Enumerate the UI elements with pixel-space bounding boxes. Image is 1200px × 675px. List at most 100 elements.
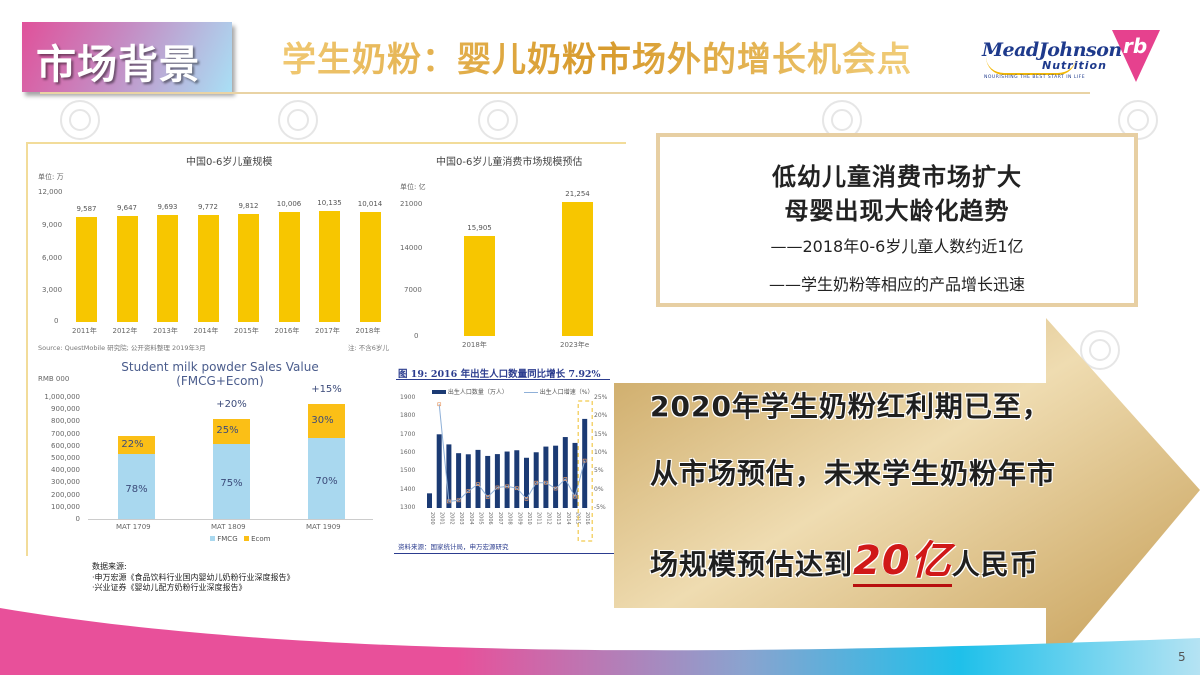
- x-tick-label: 2013年: [153, 327, 178, 335]
- svg-text:2009: 2009: [516, 512, 522, 525]
- fmcg-segment: [308, 438, 345, 519]
- x-tick-label: 2012年: [112, 327, 138, 335]
- y-left-tick-label: 1600: [400, 449, 416, 456]
- bar: [359, 211, 381, 322]
- y-tick-label: 600,000: [51, 441, 80, 450]
- x-tick-label: MAT 1909: [306, 523, 341, 531]
- watermark-icon: [478, 100, 518, 140]
- y-right-tick-label: 10%: [594, 449, 608, 456]
- chart-births: 图 19: 2016 年出生人口数量同比增长 7.92% 出生人口数量（万人） …: [394, 363, 614, 554]
- y-left-tick-label: 1400: [400, 485, 416, 493]
- fmcg-share-label: 78%: [125, 483, 148, 495]
- fmcg-segment: [118, 454, 155, 519]
- growth-label: +20%: [216, 398, 247, 410]
- y-tick-label: 1,000,000: [44, 393, 80, 401]
- bar: [464, 236, 495, 336]
- y-left-tick-label: 1300: [400, 504, 416, 511]
- svg-text:2007: 2007: [497, 512, 503, 525]
- y-tick-label: 200,000: [51, 490, 80, 499]
- x-tick-label: 2018年: [355, 327, 381, 335]
- bar: [157, 215, 178, 322]
- y-tick-label: 0: [75, 515, 80, 523]
- ecom-share-label: 22%: [121, 439, 144, 451]
- svg-text:2011: 2011: [536, 512, 542, 525]
- bar-legend-swatch: [432, 390, 446, 394]
- x-tick-label: MAT 1709: [116, 523, 151, 531]
- x-axis-line: [88, 519, 373, 520]
- charts-panel: [26, 142, 626, 556]
- y-right-tick-label: 5%: [594, 467, 604, 475]
- bar-value-label: 9,812: [238, 202, 259, 211]
- bar: [76, 216, 97, 322]
- watermark-icon: [60, 100, 100, 140]
- svg-text:2016: 2016: [584, 512, 590, 525]
- y-tick-label: 500,000: [51, 454, 80, 462]
- x-tick-label: 2018年: [462, 341, 487, 349]
- svg-text:2008: 2008: [507, 512, 513, 525]
- bar-value-label: 9,647: [116, 203, 138, 212]
- svg-text:2010: 2010: [526, 512, 532, 525]
- birth-legend: 出生人口数量（万人） 出生人口增速（%）: [432, 387, 593, 396]
- market-size-highlight: 20亿: [853, 538, 952, 587]
- bar-value-label: 21,254: [565, 190, 590, 199]
- svg-text:2004: 2004: [468, 512, 474, 525]
- svg-text:2012: 2012: [545, 512, 551, 525]
- svg-text:2001: 2001: [439, 512, 445, 525]
- arrow-text-line1: 2020年学生奶粉红利期已至，: [650, 390, 1051, 423]
- svg-text:2005: 2005: [478, 512, 484, 525]
- y-tick-label: 400,000: [51, 466, 80, 475]
- rb-logo: [1112, 30, 1160, 82]
- meadjohnson-logo: MeadJohnson Nutrition NOURISHING THE BES…: [982, 39, 1122, 80]
- y-left-tick-label: 1500: [400, 467, 416, 475]
- y-tick-label: 900,000: [51, 405, 80, 414]
- x-tick-label: 2017年: [315, 327, 340, 335]
- ecom-segment: [118, 436, 155, 455]
- page-number: 5: [1178, 650, 1186, 664]
- svg-text:2006: 2006: [487, 512, 493, 525]
- swoosh-icon: [986, 57, 1076, 75]
- ecom-segment: [308, 403, 345, 439]
- y-tick-label: 800,000: [51, 417, 80, 426]
- footer-wave: [0, 608, 1200, 675]
- section-tag: 市场背景: [22, 22, 232, 92]
- bar: [319, 210, 340, 322]
- bar: [116, 215, 138, 322]
- y-tick-label: 700,000: [51, 429, 80, 438]
- y-right-tick-label: 25%: [594, 394, 608, 401]
- y-right-tick-label: 15%: [594, 430, 608, 438]
- watermark-icon: [1118, 100, 1158, 140]
- ecom-share-label: 30%: [311, 415, 334, 426]
- data-sources-note: 数据来源: ·申万宏源《食品饮料行业国内婴幼儿奶粉行业深度报告》 ·兴业证券《婴…: [92, 562, 295, 592]
- x-tick-label: 2014年: [193, 327, 219, 335]
- y-left-tick-label: 1800: [400, 412, 416, 420]
- svg-text:2015: 2015: [575, 512, 581, 525]
- x-tick-label: 2015年: [234, 327, 259, 335]
- svg-text:2002: 2002: [448, 512, 454, 525]
- growth-label: +15%: [311, 383, 342, 395]
- birth-title-rule: [396, 379, 610, 380]
- svg-text:2014: 2014: [565, 512, 571, 525]
- chart-consumer-market: 中国0-6岁儿童消费市场规模预估 单位: 亿 21000 14000 7000 …: [394, 145, 618, 355]
- fmcg-legend-swatch: [210, 536, 215, 541]
- x-tick-label: MAT 1809: [211, 523, 246, 531]
- bar-value-label: 15,905: [467, 224, 492, 233]
- y-left-tick-label: 1900: [400, 394, 416, 401]
- ecom-segment: [213, 418, 250, 444]
- svg-text:2003: 2003: [458, 512, 464, 525]
- bar: [278, 211, 300, 322]
- y-right-tick-label: 20%: [594, 412, 608, 420]
- y-right-tick-label: -5%: [594, 504, 606, 511]
- bar: [238, 214, 259, 322]
- y-tick-label: 100,000: [51, 502, 80, 511]
- ecom-share-label: 25%: [216, 425, 239, 437]
- fmcg-segment: [213, 443, 250, 519]
- sales-legend: FMCG Ecom: [210, 535, 270, 543]
- chart-student-milk-sales: Student milk powder Sales Value (FMCG+Ec…: [30, 358, 386, 550]
- x-tick-label: 2011年: [72, 327, 97, 335]
- svg-text:2013: 2013: [555, 512, 561, 525]
- bar-value-label: 9,587: [76, 204, 97, 213]
- fmcg-share-label: 70%: [315, 475, 338, 487]
- watermark-icon: [278, 100, 318, 140]
- bar-value-label: 10,006: [276, 199, 302, 208]
- bar-value-label: 9,693: [157, 203, 178, 212]
